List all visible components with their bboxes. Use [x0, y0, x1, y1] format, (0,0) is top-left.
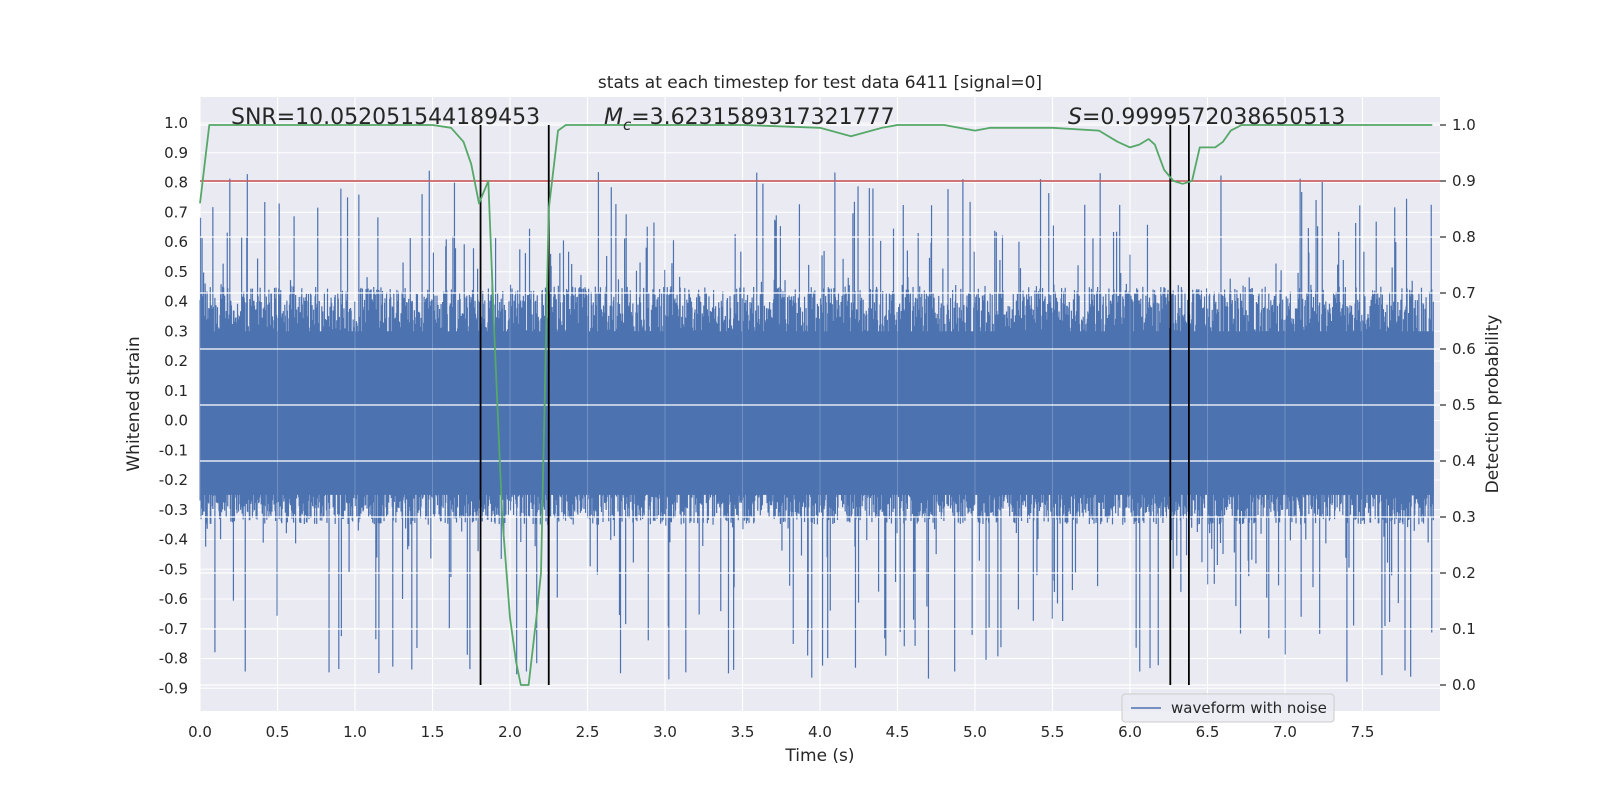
- probability-series: [199, 124, 1433, 686]
- y2-tick-label: 0.5: [1452, 396, 1476, 414]
- x-tick-label: 7.0: [1273, 723, 1297, 741]
- y-tick-label: 1.0: [164, 114, 188, 132]
- y-tick-label: 0.7: [164, 203, 188, 221]
- y-tick-label: 0.4: [164, 293, 188, 311]
- y2-tick-label: 0.7: [1452, 284, 1476, 302]
- y2-tick-label: 0.3: [1452, 508, 1476, 526]
- y-tick-label: -0.4: [159, 531, 188, 549]
- x-tick-label: 4.0: [808, 723, 832, 741]
- legend-label: waveform with noise: [1171, 699, 1327, 717]
- y-tick-label: -0.8: [159, 650, 188, 668]
- x-tick-label: 6.5: [1196, 723, 1220, 741]
- chirp-mass-annotation: Mc=3.6231589317321777: [604, 105, 895, 134]
- x-tick-label: 5.5: [1041, 723, 1065, 741]
- waveform-series: [199, 97, 1440, 711]
- chirp-mass-symbol: M: [604, 105, 623, 130]
- x-tick-label: 6.0: [1118, 723, 1142, 741]
- y-tick-label: -0.6: [159, 590, 188, 608]
- x-tick-label: 4.5: [886, 723, 910, 741]
- x-tick-label: 5.0: [963, 723, 987, 741]
- y-tick-label: -0.3: [159, 501, 188, 519]
- y2-tick-label: 0.8: [1452, 228, 1476, 246]
- vertical-markers: [479, 125, 1190, 685]
- y-tick-label: 0.0: [164, 412, 188, 430]
- legend-box: [1121, 693, 1335, 723]
- y2-tick-label: 0.2: [1452, 564, 1476, 582]
- x-tick-label: 3.5: [731, 723, 755, 741]
- y-tick-label: -0.5: [159, 560, 188, 578]
- y-axis-title: Whitened strain: [124, 336, 144, 471]
- snr-annotation: SNR=10.052051544189453: [231, 105, 540, 130]
- s-annotation: S=0.9999572038650513: [1068, 105, 1345, 130]
- y-tick-label: -0.7: [159, 620, 188, 638]
- y2-tick-label: 0.0: [1452, 676, 1476, 694]
- y2-tick-label: 0.1: [1452, 620, 1476, 638]
- x-tick-label: 0.5: [266, 723, 290, 741]
- y-tick-label: 0.6: [164, 233, 188, 251]
- y-tick-label: -0.1: [159, 441, 188, 459]
- x-tick-label: 2.5: [576, 723, 600, 741]
- y2-tick-label: 0.4: [1452, 452, 1476, 470]
- chirp-mass-subscript: c: [623, 116, 632, 134]
- y-tick-label: -0.9: [159, 679, 188, 697]
- axes: 0.0 0.5 1.0 1.5 2.0 2.5 3.0 3.5 4.0 4.5 5.0 5.5 6.0 6…: [159, 114, 1476, 741]
- y-tick-label: 0.2: [164, 352, 188, 370]
- y2-axis-title: Detection probability: [1483, 315, 1503, 494]
- chirp-mass-value: =3.6231589317321777: [631, 105, 894, 130]
- y-tick-label: 0.9: [164, 144, 188, 162]
- s-value: =0.9999572038650513: [1082, 105, 1345, 130]
- x-tick-label: 3.0: [653, 723, 677, 741]
- y-tick-label: -0.2: [159, 471, 188, 489]
- x-tick-label: 2.0: [498, 723, 522, 741]
- x-tick-label: 0.0: [188, 723, 212, 741]
- probability-line: [199, 124, 1433, 686]
- y2-tick-label: 1.0: [1452, 116, 1476, 134]
- y-tick-label: 0.8: [164, 174, 188, 192]
- chart-title: stats at each timestep for test data 641…: [598, 73, 1042, 93]
- y-tick-label: 0.3: [164, 322, 188, 340]
- x-axis-title: Time (s): [784, 746, 854, 766]
- x-tick-label: 1.5: [421, 723, 445, 741]
- s-symbol: S: [1068, 105, 1082, 130]
- waveform-body: [200, 331, 1434, 495]
- y2-tick-label: 0.9: [1452, 172, 1476, 190]
- x-tick-label: 1.0: [343, 723, 367, 741]
- y2-tick-label: 0.6: [1452, 340, 1476, 358]
- y-tick-label: 0.5: [164, 263, 188, 281]
- x-tick-label: 7.5: [1351, 723, 1375, 741]
- legend: waveform with noise: [1121, 693, 1335, 723]
- y-tick-label: 0.1: [164, 382, 188, 400]
